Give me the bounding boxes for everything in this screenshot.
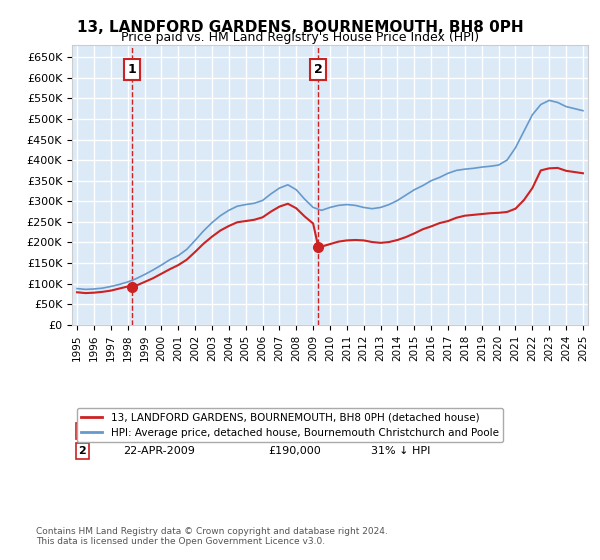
- Text: Contains HM Land Registry data © Crown copyright and database right 2024.
This d: Contains HM Land Registry data © Crown c…: [36, 526, 388, 546]
- Text: 09-APR-1998: 09-APR-1998: [124, 426, 196, 436]
- Text: 13, LANDFORD GARDENS, BOURNEMOUTH, BH8 0PH: 13, LANDFORD GARDENS, BOURNEMOUTH, BH8 0…: [77, 20, 523, 35]
- Text: 1: 1: [128, 63, 137, 76]
- Text: 2: 2: [314, 63, 323, 76]
- Text: 1: 1: [79, 426, 86, 436]
- Text: £190,000: £190,000: [268, 446, 321, 456]
- Text: 22% ↓ HPI: 22% ↓ HPI: [371, 426, 431, 436]
- Legend: 13, LANDFORD GARDENS, BOURNEMOUTH, BH8 0PH (detached house), HPI: Average price,: 13, LANDFORD GARDENS, BOURNEMOUTH, BH8 0…: [77, 408, 503, 442]
- Text: 2: 2: [79, 446, 86, 456]
- Text: Price paid vs. HM Land Registry's House Price Index (HPI): Price paid vs. HM Land Registry's House …: [121, 31, 479, 44]
- Text: 22-APR-2009: 22-APR-2009: [124, 446, 196, 456]
- Text: £91,000: £91,000: [268, 426, 314, 436]
- Text: 31% ↓ HPI: 31% ↓ HPI: [371, 446, 431, 456]
